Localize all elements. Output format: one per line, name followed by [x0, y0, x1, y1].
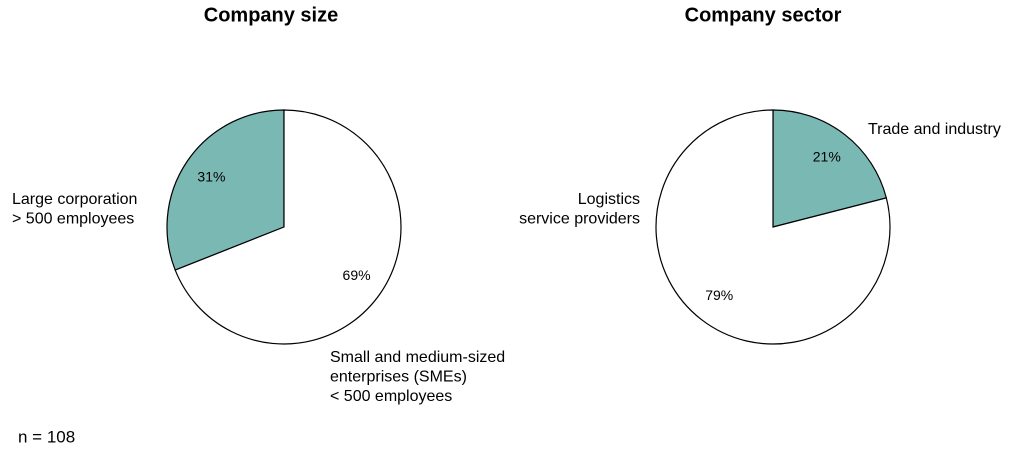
value-label: 31% [197, 168, 225, 184]
category-label: enterprises (SMEs) [330, 369, 467, 386]
category-label: Large corporation [12, 191, 137, 208]
category-label: Small and medium-sized [330, 349, 505, 366]
note: n = 108 [18, 427, 75, 446]
category-label: < 500 employees [330, 388, 452, 405]
pie-slice [174, 109, 402, 345]
category-label: Logistics [578, 191, 640, 208]
chart-title: Company size [204, 4, 338, 26]
value-label: 69% [343, 267, 371, 283]
value-label: 79% [705, 287, 733, 303]
pie-slice [655, 109, 891, 345]
category-label: > 500 employees [12, 211, 134, 228]
chart-title: Company sector [685, 4, 842, 26]
pie-slice [772, 109, 888, 228]
pie-slice [166, 109, 285, 271]
category-label: service providers [519, 211, 640, 228]
value-label: 21% [813, 148, 841, 164]
category-label: Trade and industry [868, 121, 1001, 138]
